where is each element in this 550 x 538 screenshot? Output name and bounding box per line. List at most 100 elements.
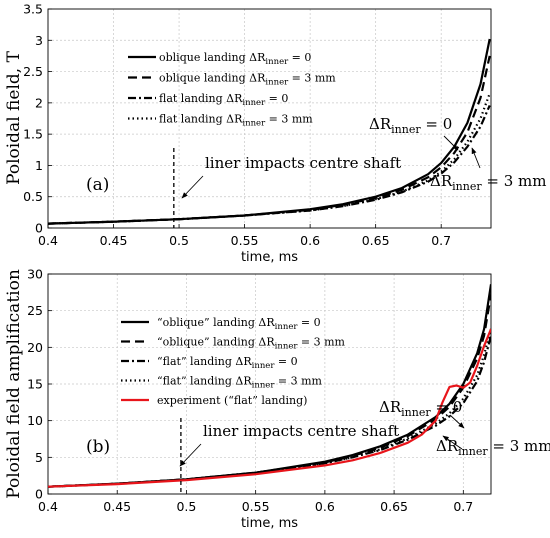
legend-subscript: inner <box>242 119 266 129</box>
delta-r-three-label: ΔRinner = 3 mm <box>436 437 550 458</box>
legend-text: oblique landing ΔR <box>159 51 266 64</box>
x-tick-label: 0.6 <box>315 499 335 514</box>
x-tick-label: 0.55 <box>231 233 259 248</box>
legend-text: = 0 <box>297 316 320 329</box>
legend-label-3: flat landing ΔRinner = 0 <box>159 92 288 108</box>
x-tick-label: 0.55 <box>242 499 270 514</box>
legend-text: = 3 mm <box>297 336 345 349</box>
legend-text: = 3 mm <box>265 113 313 126</box>
legend-label-4: flat landing ΔRinner = 3 mm <box>159 113 313 129</box>
legend-label-1: “oblique” landing ΔRinner = 0 <box>157 316 321 332</box>
legend-label-5: experiment (“flat” landing) <box>157 394 307 407</box>
x-tick-label: 0.7 <box>431 233 451 248</box>
delta-r-three-label-sub: inner <box>452 180 482 193</box>
delta-r-zero-label-arrow <box>449 414 465 429</box>
delta-r-three-label-main: ΔR <box>436 437 459 455</box>
series-line-5 <box>48 328 491 488</box>
legend-text: “flat” landing ΔR <box>157 355 252 368</box>
y-axis-label: Poloidal field, T <box>4 50 24 184</box>
delta-r-zero-label-tail: = 0 <box>421 115 453 133</box>
legend-text: flat landing ΔR <box>159 92 243 105</box>
legend-label-2: oblique landing ΔRinner = 3 mm <box>159 72 336 88</box>
legend: “oblique” landing ΔRinner = 0“oblique” l… <box>121 316 346 407</box>
legend-text: flat landing ΔR <box>159 113 243 126</box>
legend-label-1: oblique landing ΔRinner = 0 <box>159 51 311 67</box>
y-tick-label: 1.5 <box>23 127 43 142</box>
x-axis-label: time, ms <box>241 250 298 265</box>
legend-text: = 0 <box>265 92 288 105</box>
delta-r-three-label-tail: = 3 mm <box>488 437 550 455</box>
y-tick-label: 10 <box>27 413 43 428</box>
x-tick-label: 0.65 <box>362 233 390 248</box>
series-group <box>48 284 491 488</box>
delta-r-zero-label-sub: inner <box>391 123 421 136</box>
y-tick-label: 3 <box>35 33 43 48</box>
panel-label: (a) <box>86 175 109 195</box>
series-line-2 <box>48 294 491 488</box>
y-tick-label: 0 <box>35 487 43 502</box>
x-tick-label: 0.4 <box>38 233 58 248</box>
delta-r-zero-label-main: ΔR <box>369 115 392 133</box>
x-tick-label: 0.4 <box>38 499 58 514</box>
y-tick-label: 30 <box>27 267 43 282</box>
y-tick-label: 0 <box>35 221 43 236</box>
series-line-2 <box>48 55 491 225</box>
delta-r-three-label-tail: = 3 mm <box>482 172 547 190</box>
delta-r-zero-label: ΔRinner = 0 <box>369 115 452 136</box>
legend-subscript: inner <box>242 98 266 108</box>
series-line-4 <box>48 93 491 225</box>
delta-r-zero-label-sub: inner <box>401 406 431 419</box>
y-tick-label: 0.5 <box>23 189 43 204</box>
legend-text: “oblique” landing ΔR <box>157 336 275 349</box>
legend-label-2: “oblique” landing ΔRinner = 3 mm <box>157 336 346 352</box>
y-tick-label: 1 <box>35 158 43 173</box>
legend-text: = 0 <box>274 355 297 368</box>
delta-r-three-label-sub: inner <box>458 445 488 458</box>
y-tick-label: 15 <box>27 377 43 392</box>
legend-subscript: inner <box>252 381 276 391</box>
y-tick-label: 3.5 <box>23 2 43 17</box>
legend-subscript: inner <box>252 361 276 371</box>
x-tick-label: 0.5 <box>176 499 196 514</box>
delta-r-zero-label-tail: = 0 <box>431 398 463 416</box>
y-tick-label: 5 <box>35 450 43 465</box>
impact-arrow <box>179 443 202 467</box>
y-tick-label: 2 <box>35 95 43 110</box>
delta-r-zero-label-main: ΔR <box>379 398 402 416</box>
legend-subscript: inner <box>275 342 299 352</box>
x-tick-label: 0.45 <box>103 499 131 514</box>
impact-label: liner impacts centre shaft <box>203 422 399 440</box>
legend-subscript: inner <box>265 57 289 67</box>
x-tick-label: 0.45 <box>100 233 128 248</box>
delta-r-zero-label: ΔRinner = 0 <box>379 398 462 419</box>
delta-r-zero-label-arrow <box>443 135 459 151</box>
delta-r-three-label: ΔRinner = 3 mm <box>430 172 546 193</box>
y-axis-label: Poloidal field amplification <box>4 269 24 499</box>
x-axis-label: time, ms <box>241 516 298 531</box>
delta-r-three-label-arrow <box>471 147 481 169</box>
plot-frame <box>47 8 492 229</box>
series-group <box>48 38 491 225</box>
chart-panel-a: 0.4 0.45 0.5 0.55 0.6 0.65 0.7 0 0.5 1 1.5 2 2.5 3 3.5… <box>4 2 546 266</box>
legend-subscript: inner <box>275 322 299 332</box>
legend-text: = 3 mm <box>274 375 322 388</box>
impact-arrow <box>181 175 204 199</box>
legend-label-3: “flat” landing ΔRinner = 0 <box>157 355 298 371</box>
legend-text: “flat” landing ΔR <box>157 375 252 388</box>
legend-subscript: inner <box>265 78 289 88</box>
impact-label: liner impacts centre shaft <box>205 154 401 172</box>
delta-r-three-label-arrow <box>442 435 463 450</box>
chart-panel-b: 0.4 0.45 0.5 0.55 0.6 0.65 0.7 0 5 10 15 20 25 30 time… <box>4 267 550 532</box>
y-tick-label: 20 <box>27 340 43 355</box>
x-tick-label: 0.5 <box>169 233 189 248</box>
plot-frame <box>47 273 492 495</box>
legend-text: = 0 <box>288 51 311 64</box>
legend-text: oblique landing ΔR <box>159 72 266 85</box>
legend-label-4: “flat” landing ΔRinner = 3 mm <box>157 375 323 391</box>
x-tick-label: 0.7 <box>453 499 473 514</box>
x-tick-label: 0.65 <box>380 499 408 514</box>
legend-text: “oblique” landing ΔR <box>157 316 275 329</box>
y-tick-label: 25 <box>27 303 43 318</box>
